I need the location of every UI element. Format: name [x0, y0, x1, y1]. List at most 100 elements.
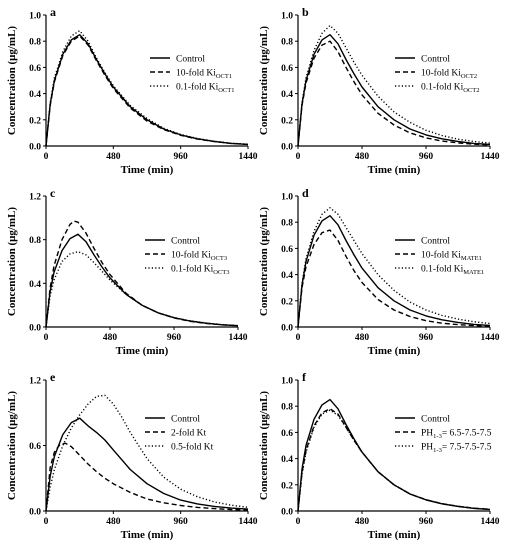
legend-entry-text: = 7.5-7.5-7.5	[442, 443, 492, 453]
legend-entry-text: Control	[176, 55, 205, 65]
series-line-dashed	[45, 442, 249, 512]
y-tick-label: 1.0	[281, 377, 293, 387]
panel-letter: a	[50, 5, 56, 19]
panel-letter: f	[302, 370, 307, 384]
y-tick-label: 0.0	[281, 143, 293, 153]
y-tick-label: 0.2	[281, 297, 293, 307]
legend-entry-text: Control	[421, 415, 450, 425]
legend-entry-text: 0.1-fold Ki	[421, 264, 464, 275]
y-tick-label: 0.4	[281, 90, 293, 100]
y-tick-label: 0.2	[281, 116, 293, 126]
y-tick-label: 0.0	[281, 508, 293, 518]
chart-panel-f: 0.0 0.2 0.4 0.6 0.8 1.0 0 480 960 1440 Time (min) C…	[258, 370, 500, 541]
y-axis-label: Concentration (μg/mL)	[6, 26, 18, 136]
y-axis-label: Concentration (μg/mL)	[6, 391, 18, 501]
x-axis-label: Time (min)	[121, 529, 174, 541]
x-tick-label: 480	[355, 152, 370, 162]
x-tick-label: 1440	[481, 333, 500, 343]
x-tick-label: 960	[167, 333, 182, 343]
legend-entry-text: Control	[171, 237, 200, 247]
chart-panel-a: 0.0 0.2 0.4 0.6 0.8 1.0 0 480 960 1440 Time (min) C…	[6, 5, 258, 176]
x-tick-label: 1440	[229, 333, 248, 343]
series-line-dotted	[297, 207, 491, 328]
y-tick-label: 0.6	[29, 64, 41, 74]
legend-entry: 10-fold KiOCT1	[176, 68, 232, 81]
y-tick-label: 0.0	[29, 508, 41, 518]
chart-panel-e: 0.0 0.6 1.2 0 480 960 1440 Time (min) Concentrat…	[6, 370, 258, 541]
legend-entry-text: = 6.5-7.5-7.5	[442, 429, 492, 439]
series-line-solid	[45, 233, 239, 328]
x-tick-label: 0	[44, 333, 49, 343]
legend-entry-text: 0.1-fold Ki	[171, 264, 214, 275]
legend-entry-subscript: 1-3	[433, 433, 442, 440]
y-axis-label: Concentration (μg/mL)	[258, 391, 270, 501]
x-tick-label: 0	[296, 333, 301, 343]
legend-entry: 0.1-fold KiOCT3	[171, 264, 229, 277]
series-line-dotted	[297, 24, 491, 147]
x-tick-label: 480	[355, 333, 370, 343]
legend-entry-text: 0.5-fold Kt	[171, 442, 214, 453]
series-line-dashed	[45, 220, 239, 328]
legend-entry-subscript: 1-3	[433, 447, 442, 454]
legend-entry: PH1-3= 7.5-7.5-7.5	[421, 443, 492, 455]
panel-letter: b	[302, 5, 309, 19]
x-tick-label: 480	[106, 152, 121, 162]
series-line-solid	[297, 398, 491, 512]
x-tick-label: 1440	[239, 517, 258, 527]
x-tick-label: 0	[44, 517, 49, 527]
y-tick-label: 1.2	[29, 377, 41, 387]
series-line-dashed	[297, 408, 491, 512]
y-tick-label: 0.0	[29, 143, 41, 153]
y-tick-label: 1.0	[281, 193, 293, 203]
legend-entry-subscript: OCT1	[218, 87, 234, 94]
chart-panel-c: 0.0 0.4 0.8 1.2 0 480 960 1440 Time (min) Concent…	[6, 186, 248, 357]
legend-entry: Control	[421, 55, 450, 65]
y-tick-label: 0.6	[281, 429, 293, 439]
y-axis-label: Concentration (μg/mL)	[258, 207, 270, 317]
legend-entry-text: Control	[421, 55, 450, 65]
y-tick-label: 0.2	[29, 116, 41, 126]
legend-entry: 10-fold KiOCT3	[171, 250, 227, 263]
legend-entry: 0.5-fold Kt	[171, 442, 214, 453]
y-tick-label: 1.0	[281, 12, 293, 22]
panel-letter: c	[50, 186, 56, 200]
legend-entry: Control	[421, 415, 450, 425]
x-tick-label: 960	[419, 517, 434, 527]
series-line-dotted	[45, 30, 249, 147]
y-tick-label: 0.4	[29, 280, 41, 290]
y-tick-label: 1.0	[29, 12, 41, 22]
legend-entry-text: 0.1-fold Ki	[176, 82, 219, 93]
series-line-dotted	[297, 409, 491, 512]
legend-entry: 0.1-fold KiOCT1	[176, 82, 234, 95]
legend-entry-subscript: OCT1	[216, 73, 232, 80]
y-axis-label: Concentration (μg/mL)	[258, 26, 270, 136]
legend-entry: Control	[171, 415, 200, 425]
legend-entry: 0.1-fold KiMATE1	[421, 264, 484, 277]
legend-entry-text: 10-fold Ki	[176, 68, 216, 79]
series-line-dashed	[297, 229, 491, 328]
legend-entry: 0.1-fold KiOCT2	[421, 82, 479, 95]
series-line-solid	[45, 417, 249, 512]
y-tick-label: 0.8	[281, 38, 293, 48]
x-tick-label: 960	[174, 152, 189, 162]
series-line-dotted	[45, 394, 249, 512]
chart-panel-d: 0.0 0.2 0.4 0.6 0.8 1.0 0 480 960 1440 Time (min) C…	[258, 186, 500, 357]
legend-entry-text: Control	[421, 237, 450, 247]
legend-entry-prefix: PH	[421, 429, 433, 439]
legend-entry-subscript: OCT3	[211, 255, 227, 262]
y-tick-label: 0.0	[281, 324, 293, 334]
x-axis-label: Time (min)	[121, 164, 174, 176]
x-tick-label: 0	[296, 517, 301, 527]
x-axis-label: Time (min)	[368, 529, 421, 541]
legend-entry: Control	[421, 237, 450, 247]
x-tick-label: 960	[174, 517, 189, 527]
chart-panel-b: 0.0 0.2 0.4 0.6 0.8 1.0 0 480 960 1440 Time (min) C…	[258, 5, 500, 176]
y-tick-label: 0.8	[281, 403, 293, 413]
series-line-dashed	[297, 40, 491, 147]
x-tick-label: 1440	[481, 152, 500, 162]
legend-entry: 2-fold Kt	[171, 428, 206, 439]
y-tick-label: 0.6	[281, 64, 293, 74]
y-tick-label: 1.2	[29, 193, 41, 203]
x-axis-label: Time (min)	[116, 345, 169, 357]
